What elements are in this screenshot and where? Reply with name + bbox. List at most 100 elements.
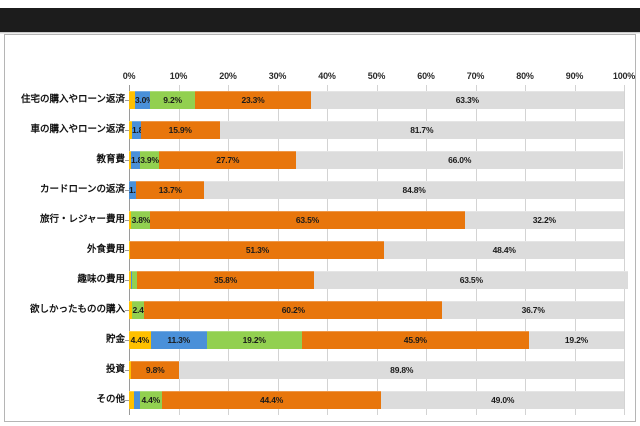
bar-segment: [528, 331, 624, 349]
category-label: 趣味の費用: [77, 274, 125, 285]
category-label: 欲しかったものの購入: [29, 304, 125, 315]
segment-value-label: 15.9%: [168, 125, 192, 135]
y-axis-tickmark: [125, 310, 129, 311]
category-label: 投資: [105, 364, 125, 375]
chart-row: 投資 9.8% 89.8%: [106, 360, 624, 380]
segment-value-label: 45.9%: [403, 335, 427, 345]
bar-segment: [206, 331, 302, 349]
chart-row: その他 4.4% 44.4% 49.0%: [96, 390, 624, 410]
segment-value-label: 66.0%: [448, 155, 472, 165]
segment-value-label: 49.0%: [491, 395, 515, 405]
bar-segment: [136, 181, 205, 199]
x-tick-label: 100%: [612, 71, 636, 81]
bar-segment: [442, 301, 624, 319]
chart-row: 教育費 1.8%3.9% 27.7% 66.0%: [96, 150, 624, 170]
x-tick-label: 30%: [268, 71, 287, 81]
y-axis-tickmark: [125, 160, 129, 161]
x-tick-label: 20%: [219, 71, 237, 81]
segment-value-label: 63.5%: [459, 275, 483, 285]
y-axis-tickmark: [125, 370, 129, 371]
y-axis-tickmark: [125, 100, 129, 101]
bar-segment: [149, 91, 196, 109]
bar-segment: [132, 271, 137, 289]
chart-row: カードローンの返済 1.5% 13.7% 84.8%: [40, 180, 624, 200]
stacked-bar: 1.8%3.9% 27.7% 66.0%: [129, 151, 624, 169]
x-tick-label: 0%: [122, 71, 136, 81]
stacked-bar: 1.5% 13.7% 84.8%: [129, 181, 624, 199]
category-label: 教育費: [96, 154, 125, 165]
segment-value-label: 89.8%: [390, 365, 414, 375]
bar-segment: [129, 91, 135, 109]
segment-value-label: 63.5%: [295, 215, 319, 225]
bar-segment: [130, 271, 133, 289]
segment-value-label: 63.3%: [455, 95, 479, 105]
chart-row: 車の購入やローン返済 1.8% 15.9% 81.7%: [30, 120, 624, 140]
bar-segment: [464, 211, 624, 229]
stacked-bar: 4.4% 44.4% 49.0%: [129, 391, 624, 409]
bar-segment: [150, 331, 207, 349]
category-label: その他: [96, 394, 125, 405]
bar-segment: [129, 211, 132, 229]
segment-value-label: 4.4%: [141, 395, 161, 405]
top-band-shadow: [0, 32, 640, 34]
x-tick-label: 60%: [417, 71, 435, 81]
stacked-bar: 9.8% 89.8%: [129, 361, 624, 379]
category-label: 旅行・レジャー費用: [39, 214, 125, 225]
stacked-bar: 1.8% 15.9% 81.7%: [129, 121, 624, 139]
segment-value-label: 48.4%: [492, 245, 516, 255]
chart-row: 趣味の費用 35.8% 63.5%: [77, 270, 629, 290]
stacked-bar: 4.4% 11.3% 19.2% 45.9% 19.2%: [129, 331, 624, 349]
bar-segment: [301, 331, 529, 349]
category-label: カードローンの返済: [39, 184, 125, 195]
bar-segment: [131, 121, 141, 139]
bar-segment: [129, 181, 137, 199]
bar-segment: [129, 241, 131, 259]
segment-value-label: 23.3%: [241, 95, 265, 105]
bar-segment: [140, 121, 220, 139]
bar-segment: [129, 151, 131, 169]
segment-value-label: 44.4%: [259, 395, 284, 405]
segment-value-label: 3.9%: [140, 155, 159, 165]
category-label: 住宅の購入やローン返済: [20, 94, 125, 105]
top-dark-band: [0, 8, 640, 33]
bar-segment: [129, 301, 133, 319]
segment-value-label: 19.2%: [242, 335, 266, 345]
bar-segment: [139, 391, 162, 409]
bar-segment: [131, 211, 151, 229]
category-label: 車の購入やローン返済: [30, 124, 125, 135]
segment-value-label: 60.2%: [281, 305, 305, 315]
x-tick-label: 40%: [318, 71, 336, 81]
bar-segment: [129, 361, 131, 379]
plot-area: 住宅の購入やローン返済 3.0% 9.2% 23.3% 63.3% 車の購入やローン返済 1…: [21, 85, 629, 415]
stacked-bar: 35.8% 63.5%: [129, 271, 629, 289]
bar-segment: [129, 271, 131, 289]
x-axis-tick-labels: 0% 10% 20% 30% 40% 50% 60% 70% 80% 90% 100%: [123, 71, 636, 85]
bar-segment: [130, 241, 385, 259]
x-tick-label: 80%: [516, 71, 534, 81]
y-axis-tickmark: [125, 280, 129, 281]
x-tick-label: 90%: [565, 71, 584, 81]
gridline: [624, 85, 625, 415]
y-axis-tickmark: [125, 220, 129, 221]
y-axis-tickmark: [125, 400, 129, 401]
segment-value-label: 9.8%: [145, 365, 165, 375]
segment-value-label: 19.2%: [564, 335, 589, 345]
segment-value-label: 35.8%: [213, 275, 238, 285]
bar-segment: [150, 211, 465, 229]
bar-segment: [195, 91, 311, 109]
bar-segment: [314, 271, 629, 289]
segment-value-label: 4.4%: [130, 335, 150, 345]
segment-value-label: 3.8%: [131, 215, 151, 225]
bar-segment: [129, 121, 132, 139]
segment-value-label: 32.2%: [532, 215, 556, 225]
chart-row: 旅行・レジャー費用 3.8% 63.5% 32.2%: [40, 210, 624, 230]
bar-segment: [219, 121, 624, 139]
segment-value-label: 84.8%: [402, 185, 426, 195]
segment-value-label: 2.4%: [132, 305, 152, 315]
segment-value-label: 81.7%: [410, 125, 434, 135]
x-tick-label: 10%: [169, 71, 188, 81]
stacked-bar: 3.0% 9.2% 23.3% 63.3%: [129, 91, 624, 109]
y-axis-tickmark: [125, 250, 129, 251]
bar-segment: [136, 271, 315, 289]
chart-frame: 0% 10% 20% 30% 40% 50% 60% 70% 80% 90% 100% 住宅の購入や…: [4, 34, 636, 422]
